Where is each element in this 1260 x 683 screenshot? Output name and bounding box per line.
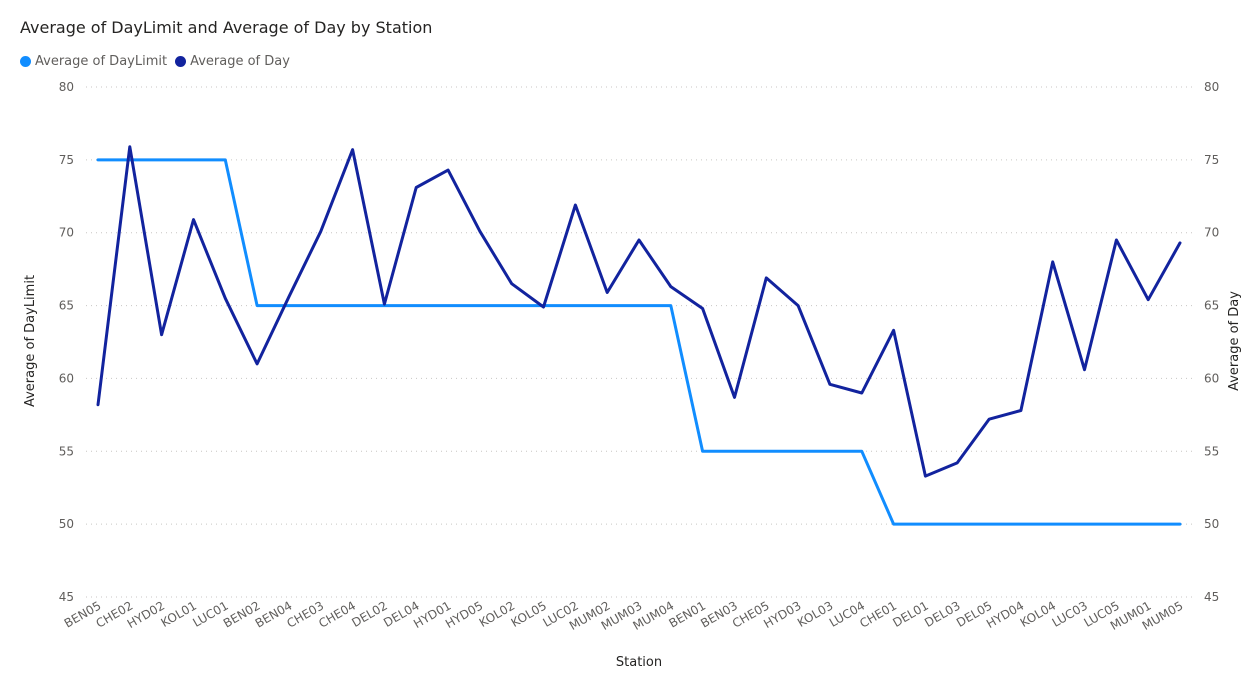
series-line-daylimit[interactable] bbox=[96, 158, 1182, 526]
chart-title: Average of DayLimit and Average of Day b… bbox=[20, 18, 433, 37]
y-axis-right: 45 50 55 60 65 70 75 80 bbox=[1204, 80, 1219, 604]
x-tick-label: KOL01 bbox=[159, 598, 199, 629]
x-tick-label: CHE04 bbox=[316, 598, 358, 630]
x-tick-label: KOL02 bbox=[477, 598, 517, 629]
y-tick-left: 75 bbox=[59, 153, 74, 167]
y-tick-right: 70 bbox=[1204, 226, 1219, 240]
y-tick-right: 50 bbox=[1204, 517, 1219, 531]
y-tick-right: 55 bbox=[1204, 444, 1219, 458]
x-tick-label: KOL05 bbox=[509, 598, 549, 629]
x-tick-label: LUC03 bbox=[1050, 598, 1090, 629]
legend-label-day: Average of Day bbox=[190, 54, 290, 69]
y-axis-right-title: Average of Day bbox=[1227, 291, 1242, 391]
y-tick-left: 65 bbox=[59, 299, 74, 313]
x-axis: BEN05CHE02HYD02KOL01LUC01BEN02BEN04CHE03… bbox=[62, 598, 1186, 633]
series-line-day[interactable] bbox=[96, 145, 1182, 478]
y-tick-left: 55 bbox=[59, 444, 74, 458]
y-tick-left: 60 bbox=[59, 371, 74, 385]
y-tick-right: 60 bbox=[1204, 371, 1219, 385]
legend: Average of DayLimit Average of Day bbox=[20, 54, 298, 69]
x-tick-label: DEL03 bbox=[922, 598, 963, 630]
y-tick-left: 70 bbox=[59, 226, 74, 240]
y-tick-left: 45 bbox=[59, 590, 74, 604]
gridlines bbox=[86, 86, 1196, 598]
legend-item-daylimit[interactable]: Average of DayLimit bbox=[20, 54, 167, 69]
series-lines bbox=[96, 145, 1182, 526]
x-tick-label: DEL02 bbox=[349, 598, 390, 630]
x-tick-label: DEL01 bbox=[890, 598, 931, 630]
y-tick-left: 50 bbox=[59, 517, 74, 531]
y-tick-left: 80 bbox=[59, 80, 74, 94]
x-tick-label: CHE01 bbox=[857, 598, 899, 630]
y-tick-right: 75 bbox=[1204, 153, 1219, 167]
y-axis-left-title: Average of DayLimit bbox=[23, 275, 38, 407]
legend-label-daylimit: Average of DayLimit bbox=[35, 54, 168, 69]
x-axis-title: Station bbox=[616, 655, 662, 670]
legend-marker-day bbox=[175, 56, 187, 67]
y-tick-right: 80 bbox=[1204, 80, 1219, 94]
x-tick-label: KOL04 bbox=[1018, 598, 1058, 629]
y-tick-right: 65 bbox=[1204, 299, 1219, 313]
x-tick-label: KOL03 bbox=[795, 598, 835, 629]
legend-item-day[interactable]: Average of Day bbox=[175, 54, 290, 69]
y-axis-left: 45 50 55 60 65 70 75 80 bbox=[59, 80, 74, 604]
legend-marker-daylimit bbox=[20, 56, 31, 67]
y-tick-right: 45 bbox=[1204, 590, 1219, 604]
